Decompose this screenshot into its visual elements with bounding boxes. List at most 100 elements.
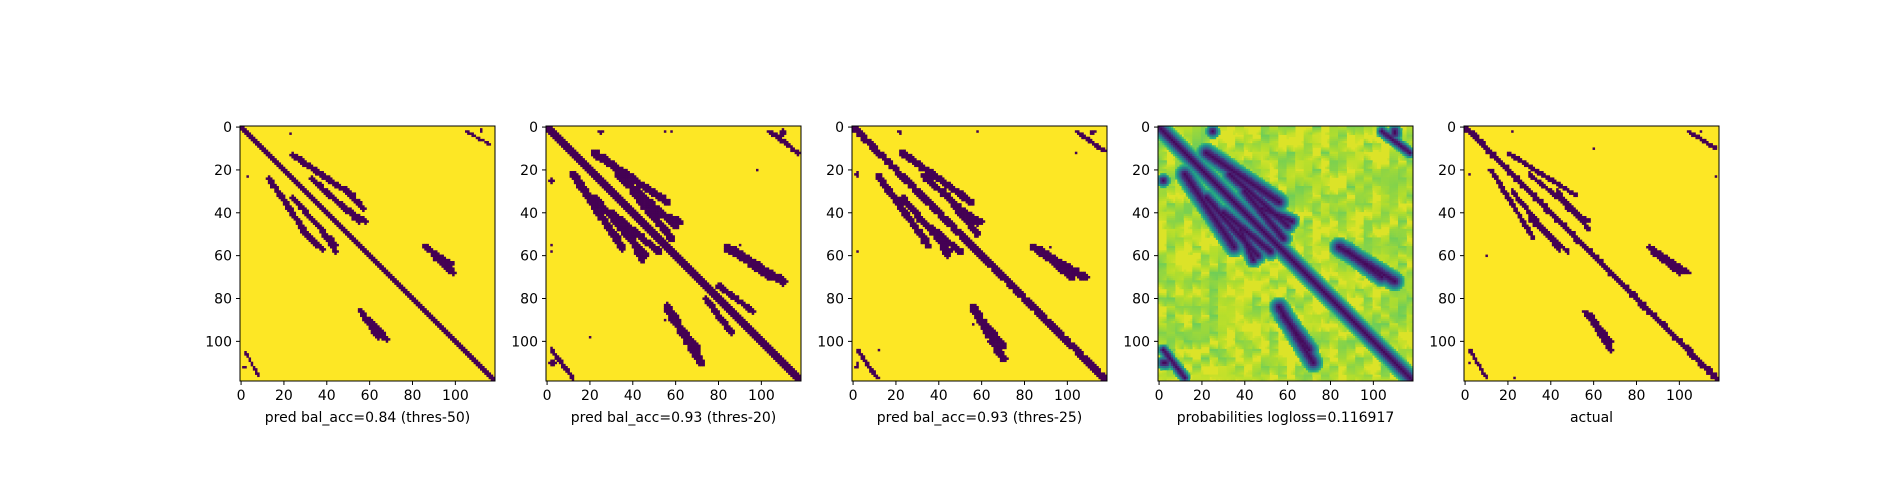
- heatmap-cell: [1041, 317, 1043, 319]
- heatmap-cell: [735, 250, 737, 252]
- heatmap-cell: [1077, 353, 1079, 355]
- heatmap-cell: [433, 255, 435, 257]
- heatmap-cell: [1056, 259, 1058, 261]
- heatmap-cell: [918, 190, 920, 192]
- heatmap-cell: [747, 325, 749, 327]
- heatmap-cell: [484, 372, 486, 374]
- heatmap-cell: [657, 237, 659, 239]
- heatmap-cell: [279, 195, 281, 197]
- heatmap-cell: [752, 265, 754, 267]
- heatmap-cell: [957, 231, 959, 233]
- heatmap-cell: [276, 160, 278, 162]
- heatmap-cell: [403, 291, 405, 293]
- heatmap-cell: [602, 180, 604, 182]
- heatmap-cell: [668, 201, 670, 203]
- heatmap-cell: [916, 162, 918, 164]
- heatmap-cell: [565, 143, 567, 145]
- heatmap-cell: [1190, 135, 1192, 137]
- heatmap-cell: [339, 205, 341, 207]
- heatmap-cell: [615, 220, 617, 222]
- heatmap-cell: [625, 222, 627, 224]
- heatmap-cell: [1077, 267, 1079, 269]
- heatmap-cell: [903, 173, 905, 175]
- heatmap-cell: [328, 235, 330, 237]
- heatmap-cell: [593, 197, 595, 199]
- heatmap-cell: [784, 280, 786, 282]
- heatmap-cell: [627, 237, 629, 239]
- heatmap-cell: [985, 336, 987, 338]
- heatmap-cell: [296, 222, 298, 224]
- heatmap-cell: [431, 319, 433, 321]
- heatmap-cell: [942, 246, 944, 248]
- heatmap-cell: [1071, 345, 1073, 347]
- heatmap-cell: [1186, 128, 1188, 130]
- heatmap-cell: [311, 235, 313, 237]
- heatmap-cell: [324, 190, 326, 192]
- heatmap-cell: [597, 216, 599, 218]
- heatmap-cell: [647, 227, 649, 229]
- heatmap-cell: [1304, 137, 1306, 139]
- heatmap-cell: [767, 130, 769, 132]
- heatmap-cell: [642, 205, 644, 207]
- heatmap-cell: [948, 201, 950, 203]
- heatmap-cell: [728, 246, 730, 248]
- heatmap-cell: [373, 257, 375, 259]
- heatmap-cell: [1060, 265, 1062, 267]
- heatmap-cell: [758, 272, 760, 274]
- heatmap-cell: [645, 203, 647, 205]
- heatmap-cell: [1051, 259, 1053, 261]
- heatmap-cell: [715, 291, 717, 293]
- heatmap-cell: [976, 319, 978, 321]
- heatmap-cell: [1086, 278, 1088, 280]
- x-tick-label: 0: [849, 388, 858, 404]
- heatmap-cell: [863, 360, 865, 362]
- heatmap-cell: [970, 240, 972, 242]
- heatmap-cell: [1088, 139, 1090, 141]
- heatmap-cell: [651, 205, 653, 207]
- heatmap-cell: [1043, 252, 1045, 254]
- heatmap-cell: [1081, 353, 1083, 355]
- heatmap-cell: [612, 195, 614, 197]
- heatmap-cell: [647, 201, 649, 203]
- heatmap-cell: [726, 308, 728, 310]
- heatmap-cell: [608, 222, 610, 224]
- heatmap-cell: [976, 248, 978, 250]
- heatmap-cell: [914, 231, 916, 233]
- heatmap-cell: [664, 240, 666, 242]
- heatmap-cell: [630, 240, 632, 242]
- heatmap-cell: [649, 246, 651, 248]
- heatmap-cell: [623, 201, 625, 203]
- heatmap-cell: [304, 235, 306, 237]
- heatmap-cell: [645, 199, 647, 201]
- heatmap-cell: [921, 242, 923, 244]
- heatmap-cell: [450, 338, 452, 340]
- heatmap-cell: [244, 130, 246, 132]
- heatmap-cell: [715, 308, 717, 310]
- heatmap-cell: [953, 227, 955, 229]
- heatmap-cell: [347, 210, 349, 212]
- y-tick-label: 0: [529, 120, 538, 136]
- heatmap-cell: [615, 212, 617, 214]
- heatmap-cell: [974, 317, 976, 319]
- heatmap-cell: [912, 227, 914, 229]
- heatmap-cell: [702, 282, 704, 284]
- heatmap-cell: [1192, 135, 1194, 137]
- heatmap-cell: [972, 304, 974, 306]
- heatmap-cell: [775, 274, 777, 276]
- heatmap-cell: [670, 317, 672, 319]
- heatmap-cell: [1098, 375, 1100, 377]
- heatmap-cell: [336, 203, 338, 205]
- x-axis-label-3: pred bal_acc=0.93 (thres-25): [877, 410, 1082, 426]
- heatmap-cell: [655, 233, 657, 235]
- heatmap-cell: [707, 287, 709, 289]
- heatmap-cell: [739, 244, 741, 246]
- heatmap-cell: [978, 255, 980, 257]
- heatmap-cell: [326, 192, 328, 194]
- heatmap-cell: [1194, 139, 1196, 141]
- heatmap-cell: [615, 218, 617, 220]
- heatmap-cell: [942, 250, 944, 252]
- heatmap-cell: [597, 156, 599, 158]
- heatmap-cell: [777, 355, 779, 357]
- heatmap-cell: [906, 156, 908, 158]
- heatmap-cell: [1394, 135, 1396, 137]
